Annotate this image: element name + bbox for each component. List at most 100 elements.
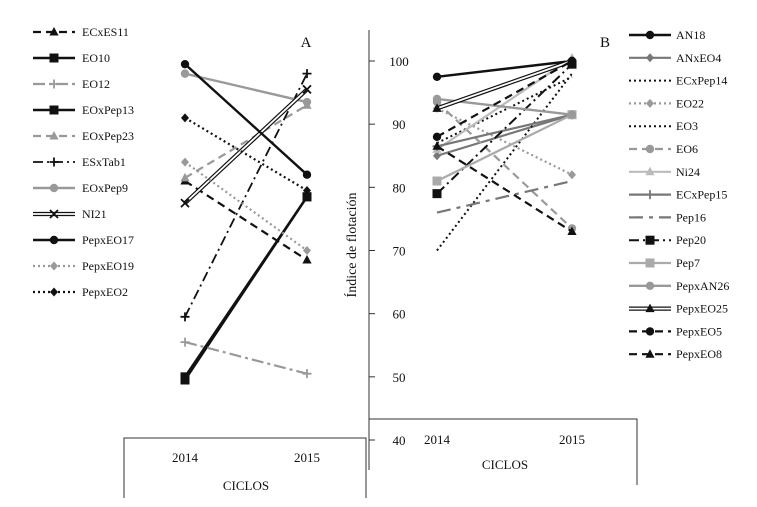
panel-b-legend-entry-pepxeo5: PepxEO5 [629, 324, 722, 338]
panel-b-series-ecxpep15 [432, 110, 577, 151]
panel-b-legend-label-ni24: Ni24 [676, 165, 700, 179]
panel-a-legend-entry-eo10: EO10 [33, 51, 110, 65]
panel-b-legend-marker-anxeo4 [646, 53, 654, 63]
y-tick-label-50: 50 [393, 370, 406, 385]
panel-a-point-pepxeo2-2014 [181, 113, 189, 123]
panel-b-legend-label-an18: AN18 [676, 28, 705, 42]
panel-b-line-pepxeo8 [436, 145, 573, 233]
panel-a-series-ni21 [180, 84, 312, 208]
panel-b-legend-marker-pepxan26 [645, 281, 655, 290]
panel-b-legend-label-eo3: EO3 [676, 119, 698, 133]
panel-a-point-esxtab1-2014 [180, 312, 190, 322]
panel-b-line-ni24 [436, 56, 573, 151]
panel-b-x-tick-2015: 2015 [559, 432, 585, 447]
panel-a-legend-entry-ni21: NI21 [33, 207, 107, 221]
panel-a-point-ni21-2014 [180, 198, 190, 208]
panel-a-legend-marker-eo12 [49, 79, 59, 89]
panel-a-x-tick-2015: 2015 [294, 450, 320, 465]
panel-a-point-ecxes11-2015 [302, 254, 312, 264]
panel-a-legend-entry-pepxeo17: PepxEO17 [33, 233, 134, 247]
panel-b-point-eo22-2015 [568, 170, 576, 180]
panel-b-line-eo3 [436, 73, 573, 252]
panel-b-series-ecxpep14 [436, 75, 573, 145]
panel-a-legend-marker-esxtab1 [49, 157, 59, 167]
panel-a-point-ni21-2015 [302, 84, 312, 95]
panel-b-legend-label-ecxpep14: ECxPep14 [676, 74, 727, 88]
panel-b-legend-marker-pepxeo25 [645, 303, 655, 313]
y-tick-label-80: 80 [393, 180, 406, 195]
panel-a-legend-marker-pepxeo17 [49, 235, 59, 245]
panel-a-legend-marker-eoxpep23 [49, 131, 59, 140]
panel-a-x-tick-2014: 2014 [172, 450, 199, 465]
panel-a-legend-label-pepxeo2: PepxEO2 [82, 285, 128, 299]
panel-a-series-eoxpep23 [180, 100, 312, 182]
panel-a-point-eoxpep13-2014 [180, 372, 190, 382]
panel-a-point-eo12-2014 [180, 337, 190, 347]
panel-b-series-pep16 [436, 179, 573, 214]
panel-a-legend-label-pepxeo17: PepxEO17 [82, 233, 134, 247]
panel-b-point-pep20-2014 [432, 189, 442, 199]
panel-b-series [432, 52, 577, 252]
y-tick-label-60: 60 [393, 307, 406, 322]
y-tick-label-90: 90 [393, 117, 406, 132]
panel-b-legend-marker-pepxeo8 [645, 349, 655, 358]
panel-b-legend-label-pep20: Pep20 [676, 233, 706, 247]
panel-a-legend-marker-pepxeo2 [50, 287, 58, 297]
panel-b-line-pep20 [436, 63, 573, 195]
panel-a-legend-entry-eoxpep23: EOxPep23 [33, 129, 134, 143]
panel-b-series-eo3 [436, 73, 573, 252]
panel-b-legend-label-pep16: Pep16 [676, 210, 706, 224]
panel-b-point-pepxeo25-2014 [432, 103, 442, 112]
panel-b-legend: AN18 ANxEO4 ECxPep14 EO22 EO3 EO6 Ni24 ECxPep15… [629, 28, 729, 361]
panel-b-line-ecxpep14 [436, 75, 573, 145]
panel-b-legend-entry-pep20: Pep20 [629, 233, 706, 247]
panel-b-legend-label-pepxeo8: PepxEO8 [676, 347, 722, 361]
panel-b-legend-label-pepxeo25: PepxEO25 [676, 302, 728, 316]
panel-a-line-pepxeo17 [184, 63, 308, 176]
panel-b-x-axis-box [369, 418, 638, 485]
panel-a-legend-entry-eo12: EO12 [33, 77, 110, 91]
panel-b-legend-label-pepxan26: PepxAN26 [676, 279, 729, 293]
panel-a-line-eoxpep9 [184, 72, 308, 104]
panel-a-series-eo12 [180, 337, 312, 379]
panel-a-legend-label-eoxpep23: EOxPep23 [82, 129, 134, 143]
panel-a-point-eo12-2015 [302, 369, 312, 379]
panel-b-legend-marker-pepxeo5 [645, 327, 655, 336]
panel-b-legend-label-anxeo4: ANxEO4 [676, 51, 721, 65]
panel-a-point-esxtab1-2015 [302, 69, 312, 79]
panel-a-legend-marker-eo10 [49, 53, 59, 63]
panel-a-series-pepxeo2 [181, 113, 311, 195]
panel-b-legend-label-ecxpep15: ECxPep15 [676, 188, 727, 202]
panel-a-legend-label-esxtab1: ESxTab1 [82, 155, 126, 169]
panel-a-point-pepxeo17-2014 [180, 59, 190, 69]
panel-b-legend-label-pepxeo5: PepxEO5 [676, 324, 722, 338]
panel-a-legend: ECxES11 EO10 EO12 EOxPep13 EOxPep23 ESxTab1 EO… [33, 25, 134, 299]
panel-a-series-eoxpep13 [180, 192, 312, 382]
chart-frame [123, 30, 638, 498]
panel-a-point-pepxeo2-2015 [303, 185, 311, 195]
panel-a-legend-marker-ecxes11 [49, 27, 59, 36]
panel-a-series-pepxeo17 [180, 59, 312, 179]
panel-a-legend-entry-ecxes11: ECxES11 [33, 25, 129, 39]
panel-b-line-pep7 [436, 113, 573, 183]
panel-a-legend-entry-pepxeo19: PepxEO19 [33, 259, 134, 273]
panel-a-series-eoxpep9 [180, 69, 312, 107]
panel-a-line-ecxes11 [184, 180, 308, 261]
y-tick-label-40: 40 [393, 433, 406, 448]
panel-a-point-eoxpep9-2014 [180, 69, 190, 78]
panel-b-point-pepxeo5-2014 [432, 132, 442, 141]
panel-b-point-pepxeo8-2014 [432, 141, 442, 150]
panel-b-line-eo22 [436, 107, 573, 176]
panel-a-legend-label-ecxes11: ECxES11 [82, 25, 129, 39]
panel-a-point-eoxpep9-2015 [302, 97, 312, 107]
panel-a-point-pepxeo19-2014 [181, 157, 189, 167]
y-ticks: 40 50 60 70 80 90 100 [369, 54, 409, 448]
panel-b-legend-entry-pepxeo8: PepxEO8 [629, 347, 722, 361]
panel-b-legend-entry-pep16: Pep16 [629, 210, 706, 224]
panel-b-x-tick-2014: 2014 [424, 432, 451, 447]
panel-b-label: B [600, 35, 610, 51]
panel-a-series [180, 59, 312, 385]
panel-a-legend-entry-eoxpep13: EOxPep13 [33, 103, 134, 117]
panel-a-line-ni21-inner [184, 88, 308, 204]
